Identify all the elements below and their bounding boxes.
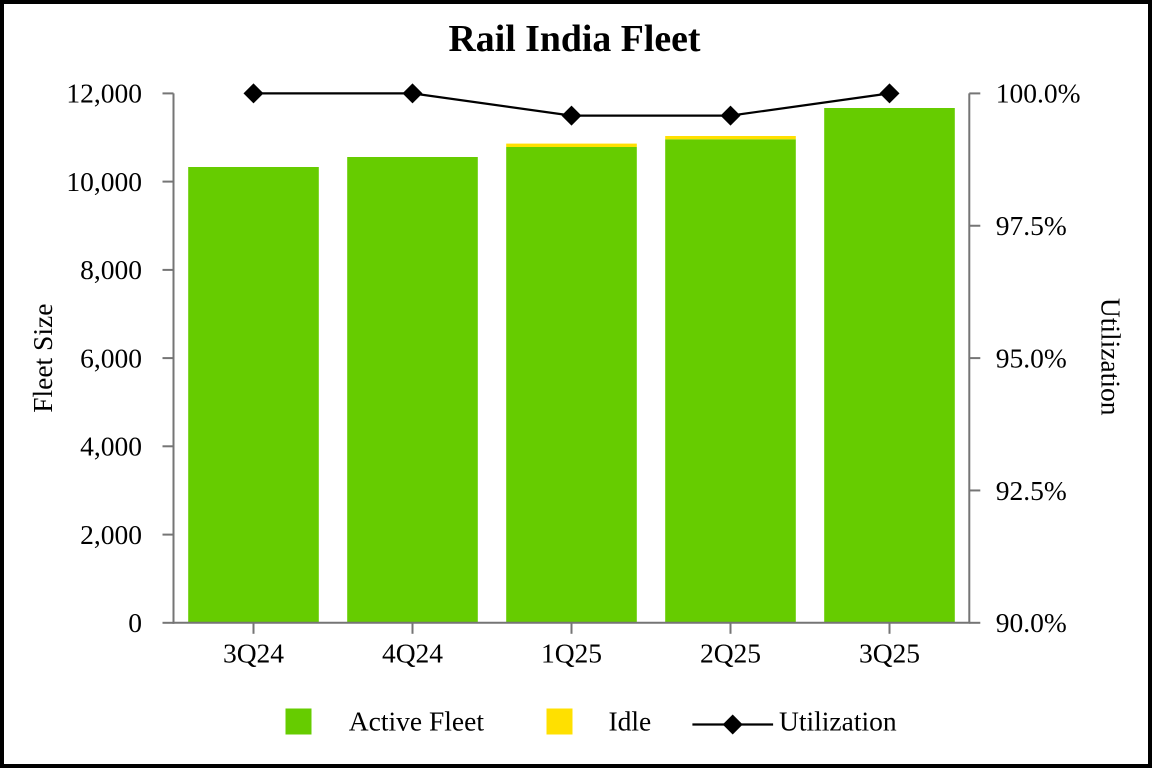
svg-text:2Q25: 2Q25	[700, 638, 761, 669]
svg-text:3Q25: 3Q25	[859, 638, 920, 669]
svg-text:2,000: 2,000	[80, 519, 142, 550]
svg-text:4,000: 4,000	[80, 431, 142, 462]
svg-text:0: 0	[128, 607, 142, 638]
svg-text:Rail India Fleet: Rail India Fleet	[449, 18, 701, 60]
svg-text:90.0%: 90.0%	[996, 607, 1067, 638]
svg-text:Idle: Idle	[609, 706, 652, 737]
svg-text:3Q24: 3Q24	[223, 638, 284, 669]
svg-text:92.5%: 92.5%	[996, 475, 1067, 506]
svg-text:97.5%: 97.5%	[996, 210, 1067, 241]
svg-text:10,000: 10,000	[66, 166, 142, 197]
svg-text:6,000: 6,000	[80, 342, 142, 373]
svg-text:Active Fleet: Active Fleet	[349, 706, 485, 737]
svg-text:Utilization: Utilization	[1096, 298, 1127, 416]
svg-text:1Q25: 1Q25	[541, 638, 602, 669]
svg-text:100.0%: 100.0%	[996, 78, 1081, 109]
svg-text:8,000: 8,000	[80, 254, 142, 285]
svg-text:12,000: 12,000	[66, 78, 142, 109]
svg-text:4Q24: 4Q24	[382, 638, 443, 669]
svg-text:Utilization: Utilization	[779, 706, 897, 737]
svg-text:Fleet Size: Fleet Size	[27, 304, 58, 413]
svg-text:95.0%: 95.0%	[996, 342, 1067, 373]
